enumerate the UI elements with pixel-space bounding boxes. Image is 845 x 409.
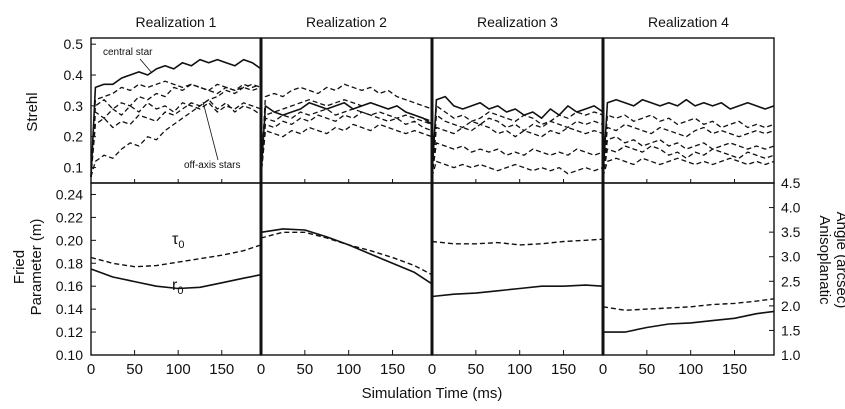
r0-label: r0 xyxy=(172,277,183,297)
x-tick-label: 100 xyxy=(507,361,532,378)
strehl-panel-frame xyxy=(260,37,433,184)
x-tick-label: 150 xyxy=(380,361,405,378)
right-y-tick-label: 2.0 xyxy=(781,298,801,314)
x-tick-label: 150 xyxy=(551,361,576,378)
strehl-offaxis-line xyxy=(260,108,433,177)
strehl-offaxis-line xyxy=(260,99,433,177)
central-star-pointer xyxy=(139,58,153,74)
x-tick-label: 100 xyxy=(166,361,191,378)
strehl-y-tick-label: 0.1 xyxy=(64,160,84,176)
strehl-offaxis-line xyxy=(431,142,604,177)
strehl-central-line xyxy=(260,102,433,177)
strehl-offaxis-line xyxy=(602,123,775,177)
panel-title: Realization 1 xyxy=(136,14,217,30)
panel-title: Realization 4 xyxy=(648,14,729,30)
x-tick-label: 0 xyxy=(87,361,95,378)
fried-y-tick-label: 0.12 xyxy=(56,324,83,340)
strehl-offaxis-line xyxy=(260,83,433,177)
fried-y-tick-label: 0.10 xyxy=(56,347,83,363)
fried-y-tick-label: 0.18 xyxy=(56,255,83,271)
x-tick-label: 50 xyxy=(297,361,314,378)
tau0-line xyxy=(90,244,262,268)
x-tick-label: 50 xyxy=(126,361,143,378)
fried-y-axis-label-line2: Parameter (m) xyxy=(28,219,45,316)
strehl-y-axis-label: Strehl xyxy=(24,92,41,131)
r0-line xyxy=(260,228,433,285)
strehl-offaxis-line xyxy=(90,83,262,177)
right-y-tick-label: 1.0 xyxy=(781,347,801,363)
strehl-offaxis-line xyxy=(602,145,775,177)
strehl-central-line xyxy=(602,98,775,177)
right-y-tick-label: 1.5 xyxy=(781,322,801,338)
strehl-offaxis-line xyxy=(431,105,604,177)
tau0-line xyxy=(431,238,604,246)
strehl-offaxis-line xyxy=(431,114,604,177)
x-tick-label: 100 xyxy=(678,361,703,378)
strehl-offaxis-line xyxy=(602,157,775,177)
right-y-tick-label: 4.0 xyxy=(781,200,801,216)
fried-y-tick-label: 0.24 xyxy=(56,186,83,202)
right-y-tick-label: 2.5 xyxy=(781,273,801,289)
x-tick-label: 50 xyxy=(639,361,656,378)
fried-panel-frame xyxy=(431,182,604,356)
central-star-annotation: central star xyxy=(103,47,153,58)
strehl-offaxis-line xyxy=(260,111,433,177)
panel-title: Realization 2 xyxy=(306,14,387,30)
strehl-offaxis-line xyxy=(90,83,262,177)
strehl-panel-frame xyxy=(602,37,775,184)
anisoplanatic-y-axis-label-line2: Angle (arcsec) xyxy=(833,212,845,309)
right-y-tick-label: 3.0 xyxy=(781,249,801,265)
fried-y-tick-label: 0.16 xyxy=(56,278,83,294)
strehl-offaxis-line xyxy=(602,114,775,177)
fried-panel-frame xyxy=(602,182,775,356)
strehl-central-line xyxy=(431,95,604,177)
strehl-offaxis-line xyxy=(260,123,433,177)
strehl-y-tick-label: 0.5 xyxy=(64,36,84,52)
x-tick-label: 0 xyxy=(257,361,265,378)
anisoplanatic-y-axis-label-line1: Anisoplanatic xyxy=(816,215,833,305)
strehl-central-line xyxy=(90,58,262,177)
panel-title: Realization 3 xyxy=(477,14,558,30)
fried-y-axis-label-line1: Fried xyxy=(11,250,28,284)
x-tick-label: 50 xyxy=(468,361,485,378)
right-y-tick-label: 3.5 xyxy=(781,224,801,240)
strehl-offaxis-line xyxy=(431,160,604,177)
r-symbol: r xyxy=(172,277,178,294)
x-tick-label: 0 xyxy=(428,361,436,378)
r0-line xyxy=(603,310,775,333)
strehl-offaxis-line xyxy=(602,136,775,177)
x-tick-label: 150 xyxy=(209,361,234,378)
r0-line xyxy=(90,268,262,290)
r0-line xyxy=(431,284,604,298)
tau-symbol: τ xyxy=(172,231,179,248)
offaxis-stars-annotation: off-axis stars xyxy=(184,160,241,171)
x-axis-label: Simulation Time (ms) xyxy=(362,385,503,402)
strehl-y-tick-label: 0.4 xyxy=(64,67,84,83)
strehl-y-tick-label: 0.3 xyxy=(64,98,84,114)
fried-y-tick-label: 0.14 xyxy=(56,301,83,317)
tau0-label: τ0 xyxy=(172,231,184,251)
x-tick-label: 100 xyxy=(336,361,361,378)
fried-panel-frame xyxy=(90,182,262,356)
right-y-tick-label: 4.5 xyxy=(781,175,801,191)
tau-subscript: 0 xyxy=(178,239,184,251)
x-tick-label: 0 xyxy=(599,361,607,378)
fried-y-tick-label: 0.20 xyxy=(56,232,83,248)
tau0-line xyxy=(602,298,775,311)
strehl-offaxis-line xyxy=(90,102,262,177)
strehl-y-tick-label: 0.2 xyxy=(64,129,84,145)
offaxis-stars-pointer xyxy=(202,101,219,161)
r-subscript: 0 xyxy=(177,285,183,297)
fried-y-tick-label: 0.22 xyxy=(56,209,83,225)
x-tick-label: 150 xyxy=(722,361,747,378)
strehl-offaxis-line xyxy=(431,123,604,177)
